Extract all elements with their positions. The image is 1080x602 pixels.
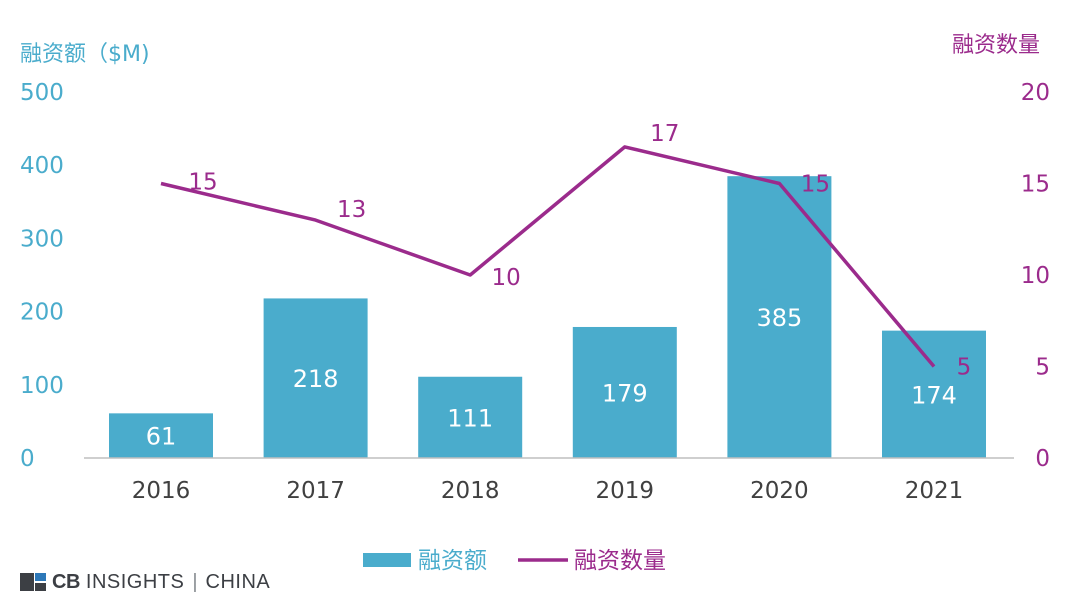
line-value-label: 15 xyxy=(801,172,830,198)
x-tick-label: 2016 xyxy=(132,478,191,504)
bar-value-label: 179 xyxy=(602,379,648,407)
line-series xyxy=(160,145,936,368)
legend-bar-swatch xyxy=(363,553,411,567)
bar xyxy=(572,326,677,458)
bar xyxy=(418,376,523,458)
line-value-label: 15 xyxy=(188,170,217,196)
y-right-tick-label: 0 xyxy=(1035,446,1050,472)
bar xyxy=(882,330,986,458)
brand-cb: CB xyxy=(52,570,80,593)
line-value-label: 17 xyxy=(650,121,679,147)
bar xyxy=(263,298,368,458)
x-tick-label: 2021 xyxy=(905,478,964,504)
y-left-tick-label: 200 xyxy=(20,300,64,326)
bar-value-label: 111 xyxy=(447,404,493,432)
legend-label-line: 融资数量 xyxy=(574,548,666,574)
y-right-tick-label: 10 xyxy=(1021,263,1050,289)
x-tick-label: 2018 xyxy=(441,478,500,504)
legend: 融资额 融资数量 xyxy=(363,548,666,574)
bar-value-label: 385 xyxy=(756,304,802,332)
legend-label-bar: 融资额 xyxy=(418,548,487,574)
y-right-tick-label: 15 xyxy=(1021,172,1050,198)
x-tick-label: 2020 xyxy=(750,478,809,504)
y-left-tick-label: 0 xyxy=(20,446,35,472)
y-left-tick-label: 100 xyxy=(20,373,64,399)
y-left-tick-label: 400 xyxy=(20,153,64,179)
y-right-tick-label: 5 xyxy=(1035,355,1050,381)
bar xyxy=(109,413,213,458)
brand-separator: | xyxy=(192,570,198,593)
y-right-tick-label: 20 xyxy=(1021,80,1050,106)
y-right-ticks: 0 5 10 15 20 xyxy=(1021,80,1050,472)
line-path xyxy=(160,145,936,368)
bar-value-label: 61 xyxy=(146,423,177,451)
x-tick-label: 2017 xyxy=(286,478,345,504)
cbinsights-logo: CB INSIGHTS | CHINA xyxy=(20,570,270,594)
y-left-axis-title: 融资额（$M) xyxy=(20,42,150,67)
bar-data-labels: 61 218 111 179 385 174 xyxy=(146,304,957,451)
y-left-ticks: 0 100 200 300 400 500 xyxy=(20,80,64,472)
brand-region: CHINA xyxy=(205,570,271,593)
x-tick-label: 2019 xyxy=(596,478,655,504)
y-left-tick-label: 300 xyxy=(20,226,64,252)
cbinsights-mark-icon xyxy=(20,573,46,591)
line-data-labels: 15 13 10 17 15 5 xyxy=(188,121,971,381)
y-right-axis-title: 融资数量 xyxy=(952,33,1040,58)
bar-value-label: 218 xyxy=(293,365,339,393)
line-value-label: 10 xyxy=(492,265,521,291)
bar-series xyxy=(109,176,986,458)
line-value-label: 5 xyxy=(957,355,972,381)
bar-value-label: 174 xyxy=(911,381,957,409)
x-tick-labels: 2016 2017 2018 2019 2020 2021 xyxy=(132,478,964,504)
brand-insights: INSIGHTS xyxy=(85,570,185,593)
y-left-tick-label: 500 xyxy=(20,80,64,106)
line-value-label: 13 xyxy=(337,197,366,223)
